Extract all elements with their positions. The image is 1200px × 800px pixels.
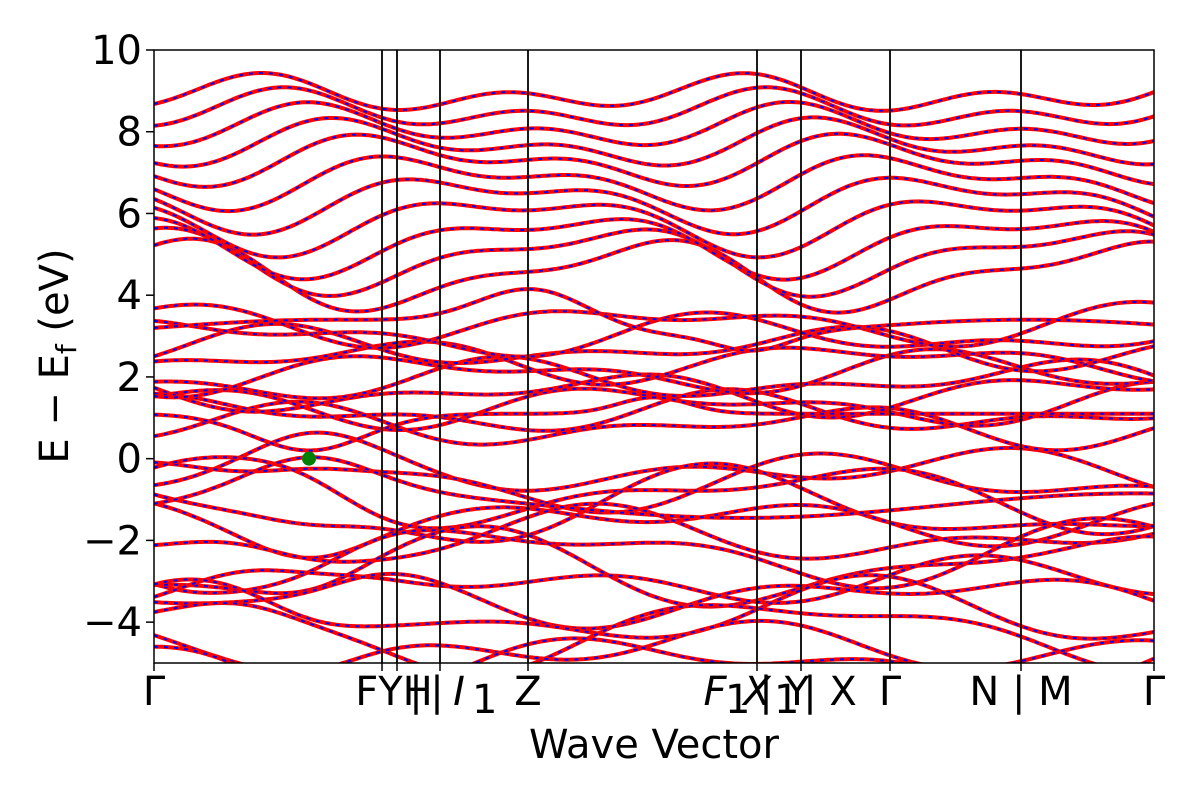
band-line-dashed bbox=[154, 373, 1154, 419]
band-line-dashed bbox=[154, 517, 1154, 594]
band-line-solid bbox=[154, 501, 1154, 564]
band-line-dashed bbox=[154, 217, 1154, 281]
y-axis-label: E − Ef (eV) bbox=[32, 248, 83, 463]
y-tick-label: 8 bbox=[117, 110, 142, 156]
band-line-dashed bbox=[154, 396, 1154, 452]
y-tick-label: 6 bbox=[117, 191, 142, 237]
x-tick-label: | bbox=[430, 669, 443, 715]
band-line-dashed bbox=[154, 456, 1154, 536]
x-tick-label: Z bbox=[514, 669, 541, 715]
plot-frame bbox=[153, 49, 1155, 664]
band-line-dashed bbox=[154, 300, 1154, 349]
band-line-dashed bbox=[154, 554, 1154, 604]
band-line-solid bbox=[154, 310, 1154, 359]
band-line-dashed bbox=[154, 176, 1154, 236]
band-line-solid bbox=[154, 618, 1154, 663]
y-ticks: 10 8 6 4 2 0 −2 −4 bbox=[83, 28, 154, 646]
band-line-dashed bbox=[154, 288, 1154, 352]
band-line-dashed bbox=[154, 574, 1154, 640]
band-line-dashed bbox=[154, 431, 1154, 492]
band-line-dashed bbox=[154, 355, 1154, 400]
x-tick-label: Γ bbox=[143, 669, 166, 715]
x-tick-label: FYH bbox=[355, 669, 433, 715]
x-tick-label: | X bbox=[803, 669, 857, 715]
y-axis-label-unit: (eV) bbox=[32, 248, 78, 331]
band-line-solid bbox=[154, 455, 1154, 520]
band-line-dashed bbox=[154, 572, 1154, 630]
band-line-solid bbox=[154, 387, 1154, 433]
band-line-solid bbox=[154, 131, 1154, 189]
x-tick-label: F bbox=[703, 669, 727, 715]
band-line-dashed bbox=[154, 456, 1154, 519]
y-axis-label-main: E − E bbox=[32, 354, 78, 464]
y-tick-label: −4 bbox=[83, 600, 142, 646]
band-line-dashed bbox=[154, 348, 1154, 399]
y-axis-label-sub: f bbox=[50, 343, 83, 354]
x-tick-label: 1 bbox=[725, 677, 750, 723]
y-tick-label: −2 bbox=[83, 518, 142, 564]
y-tick-label: 2 bbox=[117, 355, 142, 401]
band-line-solid bbox=[154, 115, 1154, 169]
band-line-dashed bbox=[154, 602, 1096, 663]
x-tick-label: Γ bbox=[879, 669, 902, 715]
band-line-dashed bbox=[154, 502, 1154, 559]
y-axis-label-space bbox=[32, 332, 78, 345]
band-line-dashed bbox=[154, 154, 1154, 213]
y-tick-label: 0 bbox=[117, 437, 142, 483]
x-tick-label: 1 bbox=[774, 677, 799, 723]
band-line-dashed bbox=[154, 637, 1154, 663]
band-line-dashed bbox=[154, 619, 1154, 663]
band-line-solid bbox=[154, 236, 1154, 315]
x-tick-label: | bbox=[759, 669, 772, 715]
band-line-dashed bbox=[154, 116, 1154, 168]
band-line-dashed bbox=[154, 452, 1154, 514]
y-tick-label: 4 bbox=[117, 273, 142, 319]
band-line-solid bbox=[154, 175, 1154, 237]
band-line-dashed bbox=[154, 226, 1154, 298]
x-tick-label: Y bbox=[784, 669, 810, 715]
band-line-solid bbox=[154, 225, 1154, 299]
band-line-solid bbox=[154, 339, 1154, 387]
band-line-solid bbox=[154, 501, 1154, 560]
y-tick-label: 10 bbox=[91, 28, 142, 74]
x-tick-label: I bbox=[453, 669, 465, 715]
band-line-dashed bbox=[154, 72, 1154, 112]
band-line-solid bbox=[154, 461, 1154, 544]
high-symmetry-lines bbox=[381, 50, 1022, 663]
band-line-solid bbox=[154, 199, 1154, 260]
x-axis-label: Wave Vector bbox=[529, 722, 780, 768]
band-extremum-marker bbox=[302, 451, 316, 466]
x-tick-label: Γ bbox=[1143, 669, 1166, 715]
band-line-dashed bbox=[154, 237, 1154, 314]
band-line-solid bbox=[154, 71, 1154, 113]
x-tick-label: | bbox=[409, 669, 422, 715]
x-tick-label: N | M bbox=[969, 669, 1072, 715]
x-tick-label: X bbox=[741, 669, 772, 715]
x-tick-label: 1 bbox=[472, 677, 497, 723]
band-lines bbox=[154, 71, 1154, 663]
band-line-dashed bbox=[154, 100, 1154, 148]
band-line-dashed bbox=[154, 322, 1154, 373]
band-line-dashed bbox=[154, 86, 1154, 127]
